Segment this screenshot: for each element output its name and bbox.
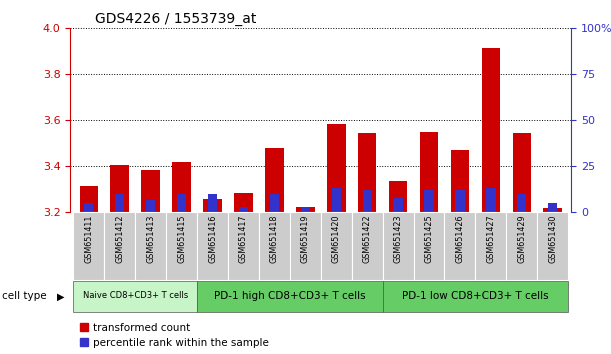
Bar — [481, 48, 500, 212]
Bar — [203, 199, 222, 212]
Text: GSM651416: GSM651416 — [208, 215, 217, 263]
Text: GSM651422: GSM651422 — [363, 215, 371, 263]
Bar — [84, 203, 93, 212]
Bar — [537, 212, 568, 280]
Bar — [197, 281, 382, 312]
Text: GSM651423: GSM651423 — [393, 215, 403, 263]
Legend: transformed count, percentile rank within the sample: transformed count, percentile rank withi… — [76, 319, 273, 352]
Bar — [73, 281, 197, 312]
Bar — [332, 188, 341, 212]
Text: ▶: ▶ — [57, 291, 65, 302]
Bar — [420, 132, 438, 212]
Text: GSM651425: GSM651425 — [425, 215, 434, 263]
Bar — [197, 212, 228, 280]
Text: GSM651419: GSM651419 — [301, 215, 310, 263]
Bar — [486, 188, 496, 212]
Text: GSM651415: GSM651415 — [177, 215, 186, 263]
Bar — [269, 194, 279, 212]
Bar — [177, 194, 186, 212]
Bar — [239, 207, 248, 212]
Bar — [73, 212, 104, 280]
Text: GDS4226 / 1553739_at: GDS4226 / 1553739_at — [95, 12, 257, 26]
Text: GSM651417: GSM651417 — [239, 215, 248, 263]
Text: GSM651430: GSM651430 — [548, 215, 557, 263]
Bar — [455, 190, 464, 212]
Bar — [382, 212, 414, 280]
Bar — [425, 190, 434, 212]
Text: GSM651426: GSM651426 — [455, 215, 464, 263]
Bar — [352, 212, 382, 280]
Bar — [382, 281, 568, 312]
Bar — [507, 212, 537, 280]
Bar — [548, 203, 557, 212]
Bar — [111, 165, 129, 212]
Bar — [327, 124, 345, 212]
Bar — [517, 194, 527, 212]
Text: GSM651418: GSM651418 — [270, 215, 279, 263]
Text: GSM651411: GSM651411 — [84, 215, 93, 263]
Text: Naive CD8+CD3+ T cells: Naive CD8+CD3+ T cells — [82, 291, 188, 300]
Bar — [166, 212, 197, 280]
Bar — [135, 212, 166, 280]
Bar — [104, 212, 135, 280]
Bar — [451, 150, 469, 212]
Bar — [146, 200, 155, 212]
Bar — [543, 208, 562, 212]
Bar — [389, 181, 408, 212]
Text: GSM651420: GSM651420 — [332, 215, 341, 263]
Bar — [141, 170, 160, 212]
Bar — [321, 212, 352, 280]
Bar — [296, 207, 315, 212]
Text: GSM651429: GSM651429 — [518, 215, 526, 263]
Text: cell type: cell type — [2, 291, 46, 302]
Bar — [393, 198, 403, 212]
Bar — [301, 207, 310, 212]
Bar — [475, 212, 507, 280]
Bar — [208, 194, 217, 212]
Text: PD-1 high CD8+CD3+ T cells: PD-1 high CD8+CD3+ T cells — [214, 291, 365, 301]
Bar — [228, 212, 259, 280]
Bar — [259, 212, 290, 280]
Bar — [290, 212, 321, 280]
Bar — [172, 162, 191, 212]
Bar — [414, 212, 444, 280]
Text: GSM651427: GSM651427 — [486, 215, 496, 263]
Text: GSM651413: GSM651413 — [146, 215, 155, 263]
Bar — [265, 148, 284, 212]
Bar — [444, 212, 475, 280]
Bar — [79, 186, 98, 212]
Bar — [513, 133, 531, 212]
Bar — [358, 133, 376, 212]
Bar — [234, 193, 253, 212]
Bar — [362, 190, 372, 212]
Text: GSM651412: GSM651412 — [115, 215, 124, 263]
Bar — [115, 194, 125, 212]
Text: PD-1 low CD8+CD3+ T cells: PD-1 low CD8+CD3+ T cells — [402, 291, 549, 301]
